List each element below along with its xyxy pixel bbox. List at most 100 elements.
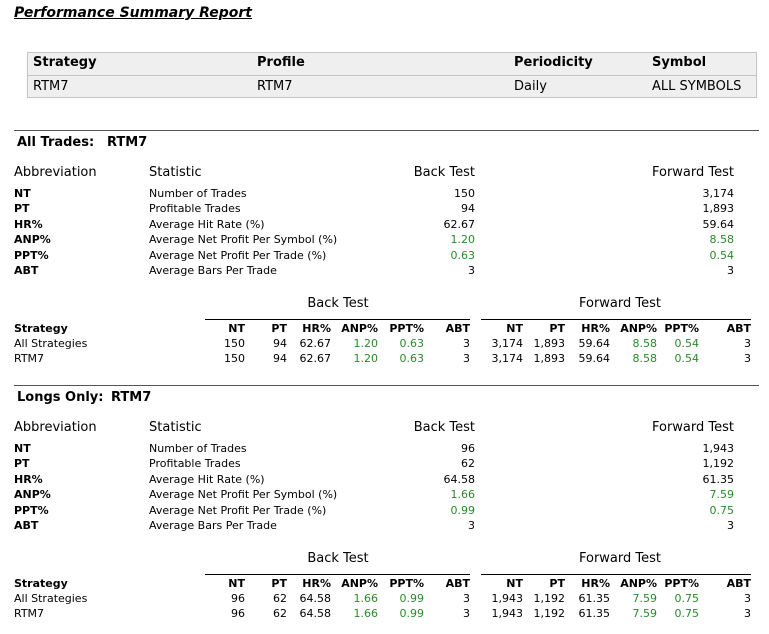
forward-test-cell: 3 [744,607,751,620]
column-header-fwd-hr-pct: HR% [581,322,610,335]
stat-forward-value: 3 [727,264,734,277]
stat-back-value: 3 [468,519,475,532]
back-test-cell: 150 [224,352,245,365]
column-header-back-anp-pct: ANP% [341,322,378,335]
stat-name: Average Net Profit Per Symbol (%) [149,488,338,502]
report-title: Performance Summary Report [14,5,252,21]
forward-test-cell: 7.59 [632,607,658,620]
stat-abbreviation: HR% [14,472,43,486]
stats-header-abbreviation: Abbreviation [14,165,97,180]
stat-forward-value: 0.54 [709,248,735,262]
forward-test-cell: 61.35 [578,607,611,620]
stat-abbreviation: PT [14,457,30,471]
stat-back-value: 94 [461,202,475,216]
stats-header-forward-test: Forward Test [651,420,734,435]
back-test-cell: 1.66 [353,592,379,605]
back-test-cell: 150 [224,337,245,350]
column-header-fwd-nt: NT [506,577,523,590]
back-test-cell: 62 [273,607,287,620]
forward-test-cell: 8.58 [632,352,658,365]
stats-header-statistic: Statistic [149,420,202,435]
forward-test-cell: 1,192 [533,592,566,605]
forward-test-cell: 1,943 [491,607,524,620]
column-header-fwd-pt: PT [549,322,565,335]
group-underline-back [205,319,470,320]
strategy-row-name: All Strategies [14,337,88,350]
section-label: Longs Only: [17,390,104,405]
section-divider [14,130,759,131]
stat-forward-value: 7.59 [709,488,735,502]
stat-name: Average Net Profit Per Symbol (%) [149,233,338,247]
forward-test-cell: 1,893 [533,337,566,350]
forward-test-cell: 1,943 [491,592,524,605]
stat-name: Profitable Trades [149,202,241,216]
group-underline-back [205,574,470,575]
stat-abbreviation: PT [14,202,30,216]
column-header-back-abt: ABT [445,322,470,335]
info-strategy-value: RTM7 [33,79,69,94]
section-label: All Trades: [17,135,95,150]
stat-back-value: 0.99 [450,503,476,517]
back-test-cell: 96 [231,592,245,605]
forward-test-cell: 1,192 [533,607,566,620]
section-name: RTM7 [107,135,148,150]
strategy-row-name: RTM7 [14,607,45,620]
back-test-cell: 64.58 [299,592,332,605]
column-header-back-nt: NT [228,577,245,590]
stat-back-value: 3 [468,264,475,277]
column-header-back-anp-pct: ANP% [341,577,378,590]
back-test-cell: 94 [273,337,287,350]
forward-test-cell: 1,893 [533,352,566,365]
back-test-cell: 0.99 [399,592,425,605]
stat-back-value: 0.63 [450,248,476,262]
stat-abbreviation: ABT [14,264,39,277]
stat-forward-value: 59.64 [702,217,735,231]
forward-test-cell: 0.54 [674,352,700,365]
stat-back-value: 1.66 [450,488,476,502]
forward-test-cell: 3 [744,337,751,350]
back-test-cell: 3 [463,607,470,620]
info-header-periodicity: Periodicity [514,55,593,70]
info-header-symbol: Symbol [652,55,707,70]
stat-name: Average Bars Per Trade [149,264,277,277]
back-test-cell: 62.67 [299,352,332,365]
stat-abbreviation: NT [14,187,31,200]
group-header-back-test: Back Test [307,551,369,566]
stat-back-value: 96 [461,442,475,455]
column-header-fwd-abt: ABT [726,322,751,335]
stat-back-value: 62.67 [443,217,476,231]
stat-forward-value: 1,943 [702,442,735,455]
back-test-cell: 0.63 [399,352,425,365]
back-test-cell: 0.99 [399,607,425,620]
info-profile-value: RTM7 [257,79,293,94]
back-test-cell: 3 [463,337,470,350]
strategy-column-header: Strategy [14,577,68,590]
forward-test-cell: 3 [744,592,751,605]
stat-forward-value: 0.75 [709,503,735,517]
column-header-back-hr-pct: HR% [302,577,331,590]
forward-test-cell: 59.64 [578,352,611,365]
stat-name: Average Hit Rate (%) [149,217,265,231]
info-header-strategy: Strategy [33,55,97,70]
column-header-fwd-ppt-pct: PPT% [664,322,699,335]
stat-back-value: 64.58 [443,472,476,486]
column-header-fwd-ppt-pct: PPT% [664,577,699,590]
stat-name: Number of Trades [149,187,247,200]
stat-abbreviation: HR% [14,217,43,231]
column-header-back-pt: PT [271,577,287,590]
column-header-fwd-nt: NT [506,322,523,335]
back-test-cell: 64.58 [299,607,332,620]
back-test-cell: 0.63 [399,337,425,350]
section-divider [14,385,759,386]
stat-forward-value: 1,893 [702,202,735,216]
back-test-cell: 96 [231,607,245,620]
forward-test-cell: 8.58 [632,337,658,350]
column-header-fwd-abt: ABT [726,577,751,590]
section-name: RTM7 [111,390,152,405]
column-header-fwd-anp-pct: ANP% [620,577,657,590]
stats-header-back-test: Back Test [413,165,475,180]
stats-header-back-test: Back Test [413,420,475,435]
report-info-box: Strategy Profile Periodicity Symbol RTM7… [27,52,757,98]
stat-name: Profitable Trades [149,457,241,471]
info-header-profile: Profile [257,55,305,70]
